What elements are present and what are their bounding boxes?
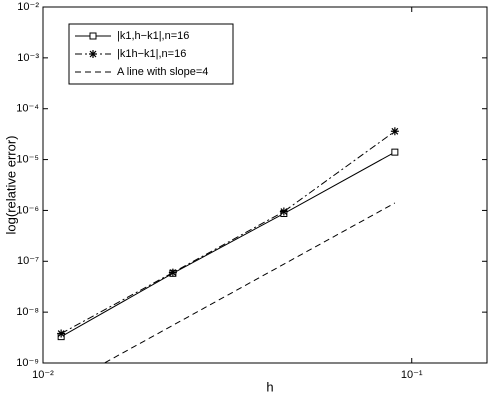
- legend-label: |k1,h−k1|,n=16: [117, 30, 189, 42]
- y-tick-label: 10⁻⁹: [16, 357, 39, 369]
- series-line: [60, 130, 396, 334]
- marker: [89, 32, 97, 40]
- plot-frame: [42, 6, 488, 364]
- x-tick-label: 10⁻¹: [401, 369, 423, 381]
- y-tick-label: 10⁻⁵: [16, 153, 39, 165]
- marker: [391, 148, 399, 156]
- y-tick-label: 10⁻²: [17, 1, 39, 13]
- y-tick-label: 10⁻⁴: [16, 103, 39, 115]
- series-line: [60, 151, 396, 338]
- x-tick-label: 10⁻²: [32, 369, 54, 381]
- marker: [89, 50, 97, 58]
- y-tick-label: 10⁻⁷: [17, 255, 39, 267]
- y-tick-label: 10⁻³: [17, 52, 39, 64]
- marker: [168, 268, 177, 277]
- x-axis-label: h: [266, 379, 273, 394]
- y-axis-label: log(relative error): [3, 136, 18, 235]
- marker: [57, 329, 66, 338]
- legend-label: |k1h−k1|,n=16: [117, 48, 186, 60]
- legend-label: A line with slope=4: [117, 66, 208, 78]
- series-line: [103, 202, 396, 363]
- marker: [390, 127, 399, 136]
- y-tick-label: 10⁻⁸: [16, 306, 39, 318]
- marker: [279, 207, 288, 216]
- y-tick-label: 10⁻⁶: [16, 204, 39, 216]
